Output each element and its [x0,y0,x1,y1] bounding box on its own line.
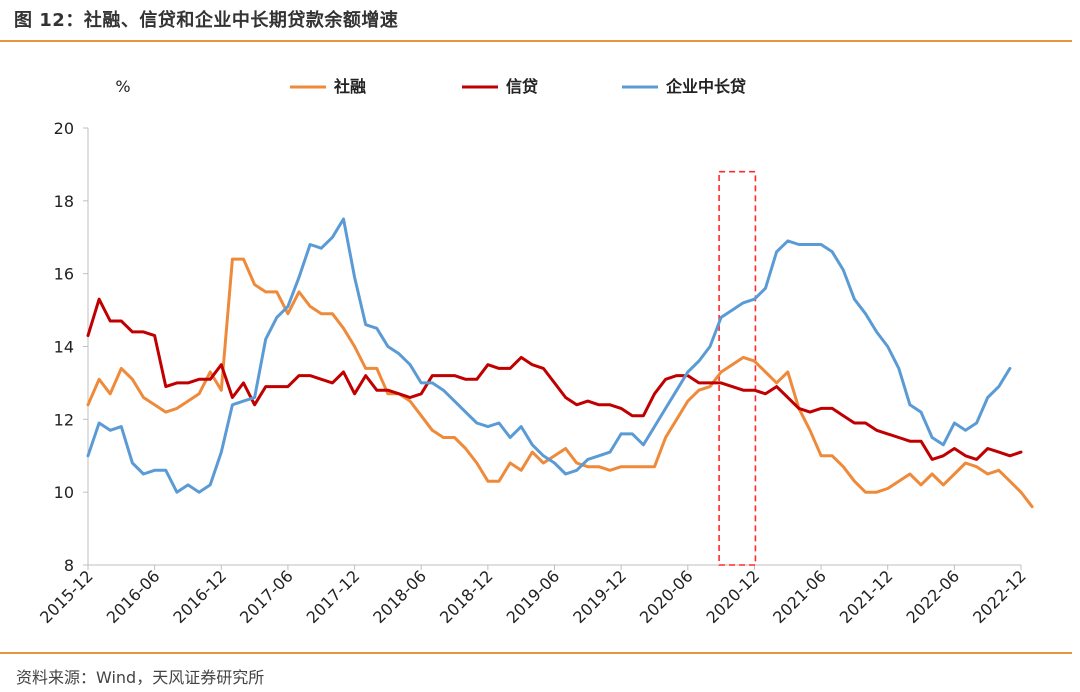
x-tick-label: 2019-06 [503,566,564,627]
legend-label-2: 信贷 [506,77,538,96]
legend-label-1: 社融 [333,77,366,96]
source-note: 资料来源：Wind，天风证券研究所 [16,668,265,687]
series-line-2 [86,297,1023,461]
y-axis-unit: % [115,77,130,96]
legend-label-3: 企业中长贷 [665,77,746,96]
y-tick-label: 12 [54,410,74,429]
y-tick-label: 10 [54,483,74,502]
footer-divider [0,652,1072,654]
y-tick-label: 16 [54,265,74,284]
x-tick-label: 2020-06 [636,566,697,627]
x-tick-label: 2017-12 [303,566,364,627]
x-tick-label: 2020-12 [703,566,764,627]
highlight-box [718,170,757,566]
x-tick-label: 2021-12 [836,566,897,627]
x-tick-label: 2018-06 [369,566,430,627]
x-tick-label: 2021-06 [769,566,830,627]
x-tick-label: 2016-06 [103,566,164,627]
x-tick-label: 2017-06 [236,566,297,627]
x-tick-label: 2018-12 [436,566,497,627]
x-tick-label: 2015-12 [36,566,97,627]
x-tick-label: 2022-12 [969,566,1030,627]
y-tick-label: 8 [64,556,74,575]
x-tick-label: 2016-12 [169,566,230,627]
series-line-1 [86,257,1034,509]
title-divider [0,40,1072,42]
x-tick-label: 2022-06 [902,566,963,627]
x-tick-label: 2019-12 [569,566,630,627]
y-tick-label: 14 [54,338,74,357]
series-line-3 [86,217,1012,494]
y-tick-label: 18 [54,192,74,211]
figure-title: 图 12：社融、信贷和企业中长期贷款余额增速 [14,10,399,31]
y-tick-label: 20 [54,119,74,138]
